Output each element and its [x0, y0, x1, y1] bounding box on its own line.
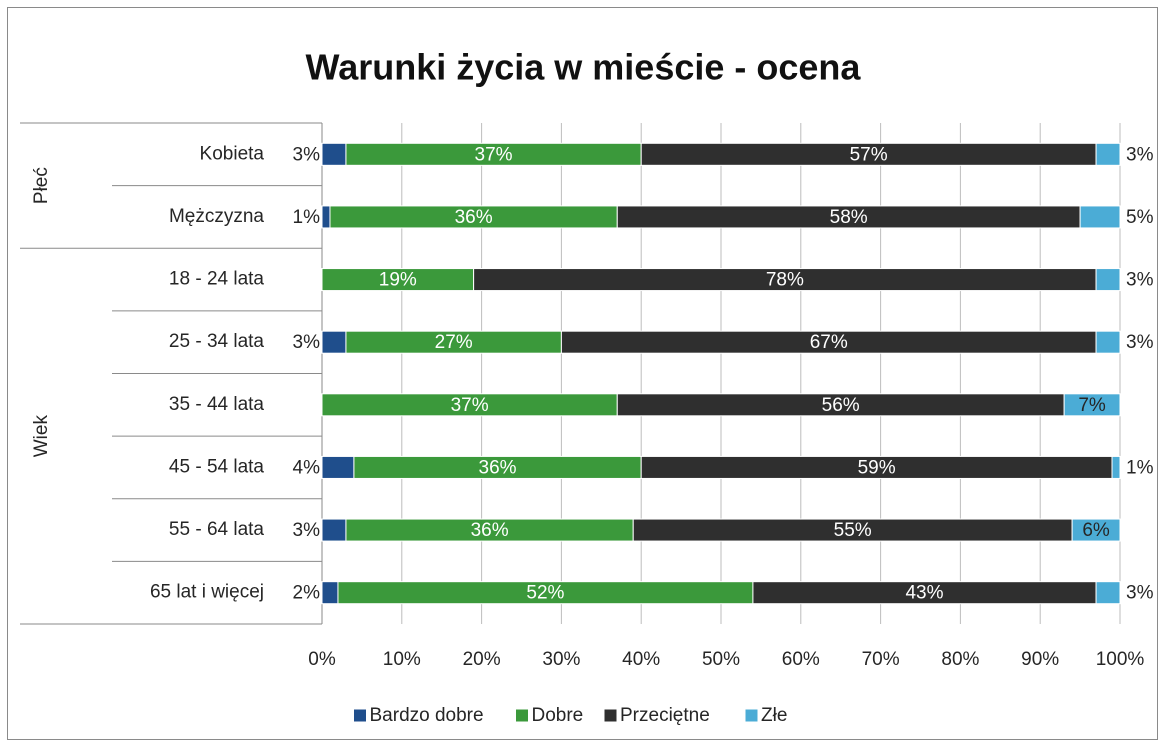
x-tick-label: 50%: [702, 649, 740, 670]
legend-swatch: [515, 708, 529, 723]
data-label: 1%: [1126, 457, 1154, 478]
data-label: 27%: [435, 332, 473, 353]
y-tick-label: Mężczyzna: [169, 206, 264, 227]
x-tick-label: 80%: [941, 649, 979, 670]
legend-swatch: [744, 708, 759, 723]
legend-label: Bardzo dobre: [370, 705, 484, 726]
data-label: 52%: [526, 583, 564, 604]
x-tick-label: 0%: [308, 649, 336, 670]
data-label: 7%: [1078, 395, 1106, 416]
bar-segment: [1071, 518, 1121, 542]
group-label: Wiek: [31, 415, 52, 458]
data-label: 4%: [293, 457, 321, 478]
data-label: 37%: [451, 395, 489, 416]
bar-segment: [1095, 330, 1121, 354]
bar-segment: [1063, 393, 1121, 417]
data-label: 3%: [1126, 332, 1154, 353]
data-label: 36%: [479, 457, 517, 478]
data-label: 3%: [1126, 144, 1154, 165]
y-tick-label: 25 - 34 lata: [169, 331, 264, 352]
data-label: 43%: [905, 583, 943, 604]
data-label: 78%: [766, 270, 804, 291]
bar-segment: [1095, 581, 1121, 605]
bar-segment: [1111, 455, 1121, 479]
data-label: 3%: [293, 332, 321, 353]
x-tick-label: 100%: [1096, 649, 1145, 670]
y-tick-label: 65 lat i więcej: [150, 582, 264, 603]
legend-label: Dobre: [532, 705, 584, 726]
data-label: 1%: [293, 207, 321, 228]
legend-label: Złe: [761, 705, 787, 726]
data-label: 6%: [1082, 520, 1110, 541]
x-tick-label: 40%: [622, 649, 660, 670]
y-tick-label: Kobieta: [200, 143, 265, 164]
data-label: 3%: [293, 144, 321, 165]
data-label: 5%: [1126, 207, 1154, 228]
data-label: 36%: [471, 520, 509, 541]
data-label: 55%: [834, 520, 872, 541]
data-label: 57%: [850, 144, 888, 165]
data-label: 19%: [379, 270, 417, 291]
data-label: 3%: [293, 520, 321, 541]
bar-segment: [321, 142, 347, 166]
x-tick-label: 90%: [1021, 649, 1059, 670]
x-tick-label: 10%: [383, 649, 421, 670]
x-tick-label: 60%: [782, 649, 820, 670]
data-label: 56%: [822, 395, 860, 416]
y-tick-label: 18 - 24 lata: [169, 269, 264, 290]
y-tick-label: 55 - 64 lata: [169, 519, 264, 540]
x-tick-label: 30%: [542, 649, 580, 670]
bar-segment: [321, 455, 355, 479]
data-label: 3%: [1126, 583, 1154, 604]
data-label: 58%: [830, 207, 868, 228]
bar-segment: [1095, 142, 1121, 166]
data-label: 2%: [293, 583, 321, 604]
data-label: 67%: [810, 332, 848, 353]
bar-segment: [1079, 205, 1121, 229]
bar-segment: [321, 205, 331, 229]
y-tick-label: 35 - 44 lata: [169, 394, 264, 415]
x-tick-label: 20%: [463, 649, 501, 670]
data-label: 3%: [1126, 270, 1154, 291]
bar-segment: [1095, 268, 1121, 292]
y-tick-label: 45 - 54 lata: [169, 456, 264, 477]
bar-segment: [321, 581, 339, 605]
legend-swatch: [603, 708, 618, 723]
x-tick-label: 70%: [862, 649, 900, 670]
chart-title: Warunki życia w mieście - ocena: [306, 47, 862, 88]
bar-segment: [321, 518, 347, 542]
data-label: 36%: [455, 207, 493, 228]
data-label: 37%: [475, 144, 513, 165]
legend-label: Przeciętne: [620, 705, 710, 726]
bar-segment: [321, 330, 347, 354]
data-label: 59%: [858, 457, 896, 478]
legend-swatch: [353, 708, 367, 723]
group-label: Płeć: [31, 167, 52, 204]
